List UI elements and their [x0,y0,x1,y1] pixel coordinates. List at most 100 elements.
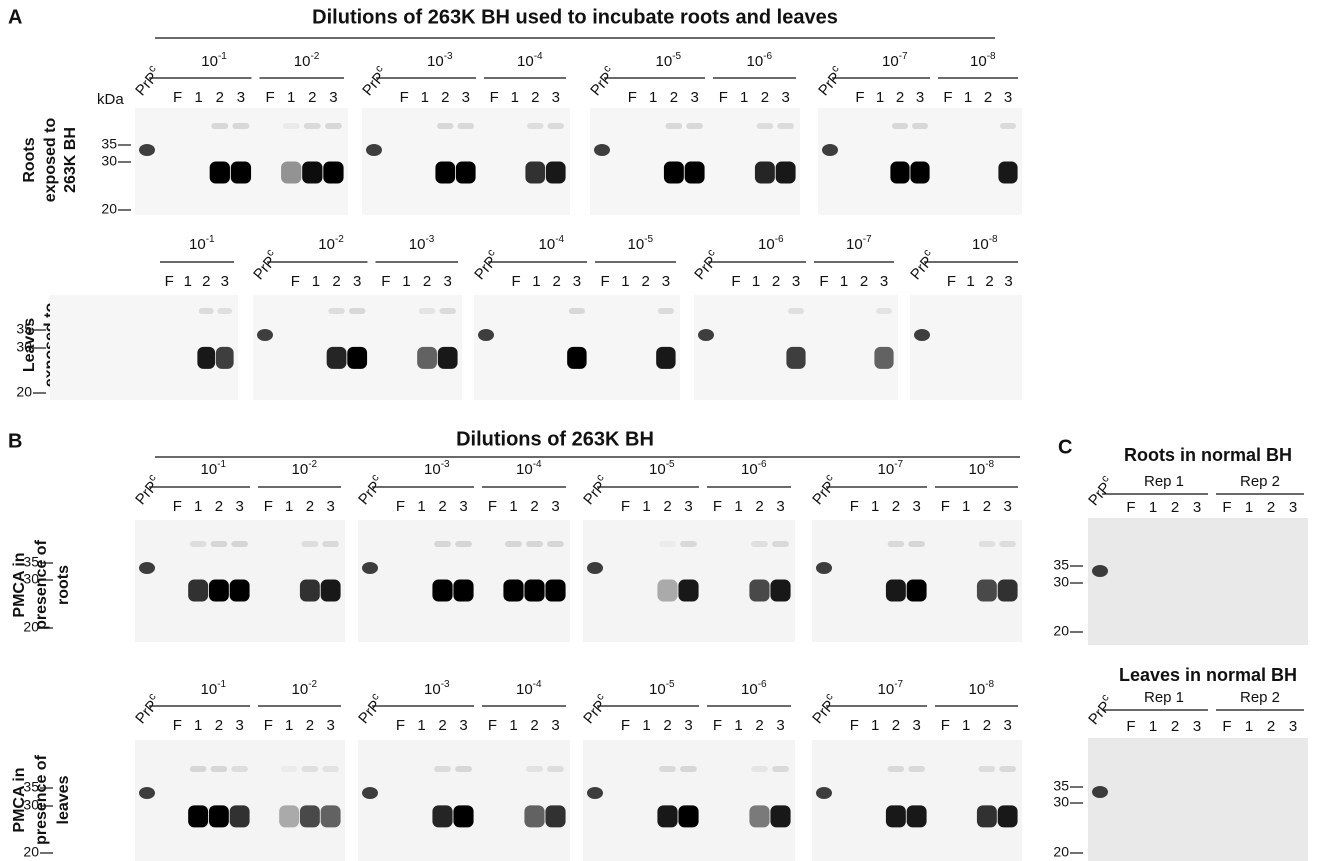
lane-label: 1 [1245,718,1253,735]
lane-label: 2 [530,717,538,734]
faint-band [198,308,214,314]
prpc-band [594,144,610,156]
band [678,579,699,602]
faint-band [455,541,472,547]
row-label: presence of [33,754,50,844]
faint-band [301,541,319,547]
band [197,346,216,369]
label-base: PrP [1085,698,1114,728]
lane-label: F [943,89,952,106]
lane-label: 3 [1004,273,1012,290]
marker-label: 35 [23,779,39,795]
lane-label: 1 [964,89,972,106]
faint-band [217,308,233,314]
label-base: 10 [649,461,666,478]
lane-label: 3 [1193,499,1201,516]
lane-label: 2 [552,273,560,290]
band [320,579,341,602]
lane-label: F [628,89,637,106]
faint-band [756,123,774,129]
lane-label: 1 [871,717,879,734]
lane-label: 3 [221,273,229,290]
lane-label: 3 [776,717,784,734]
row-label: Leaves [21,318,38,372]
label-base: 10 [970,53,987,70]
row-label: PMCA in [11,767,28,832]
lane-label: 1 [417,717,425,734]
faint-band [526,541,543,547]
faint-band [912,123,928,129]
prpc-label: PrPc [130,690,165,727]
marker-label: 20 [101,201,117,217]
label-base: 10 [758,236,775,253]
lane-header: 10-3 [424,679,450,698]
faint-band [680,541,697,547]
band [976,805,997,828]
band [432,805,453,828]
lane-header: 10-4 [517,51,543,70]
label-base: 10 [878,461,895,478]
marker-label: 20 [1053,623,1069,639]
band [749,579,770,602]
marker-label: 30 [1053,574,1069,590]
label-sup: -2 [310,51,319,62]
lane-header: 10-5 [649,459,675,478]
band [754,161,775,184]
lane-header: 10-2 [294,51,320,70]
faint-band [772,766,789,772]
lane-header: 10-8 [969,679,995,698]
marker-label: 20 [1053,844,1069,860]
blot [362,108,570,215]
band [279,805,300,828]
row-label: presence of [33,539,50,629]
band [770,805,791,828]
faint-band [788,308,804,314]
lane-label: 3 [1193,718,1201,735]
lane-label: 2 [530,498,538,515]
band [208,805,229,828]
lane-label: 1 [962,717,970,734]
band [230,161,252,184]
band [323,161,344,184]
label-sup: -2 [335,234,344,245]
lane-label: F [819,273,828,290]
band [684,161,705,184]
lane-header: 10-8 [969,459,995,478]
faint-band [657,308,674,314]
band [976,579,997,602]
lane-label: 3 [459,717,467,734]
lane-header: 10-4 [539,234,565,253]
blot [812,740,1022,861]
lane-label: 3 [690,89,698,106]
lane-label: 1 [621,273,629,290]
prpc-band [362,787,378,799]
lane-label: F [264,717,273,734]
marker-label: 20 [16,384,32,400]
prpc-band [478,329,494,341]
faint-band [322,766,339,772]
lane-label: 3 [684,498,692,515]
band [326,346,347,369]
prpc-label: PrPc [689,246,724,283]
faint-band [439,308,456,314]
lane-label: 1 [966,273,974,290]
lane-label: F [601,273,610,290]
band [545,579,566,602]
band [299,805,320,828]
lane-label: 3 [573,273,581,290]
label-base: PrP [907,253,936,283]
label-base: PrP [132,697,161,727]
band [432,579,453,602]
lane-label: 2 [984,89,992,106]
lane-header: 10-5 [649,679,675,698]
lane-label: 3 [326,717,334,734]
faint-band [434,766,451,772]
lane-label: 2 [215,717,223,734]
lane-label: 1 [649,89,657,106]
prpc-label: PrPc [807,471,842,508]
lane-header: 10-1 [201,679,227,698]
lane-label: 2 [670,89,678,106]
lane-label: F [941,498,950,515]
band [208,579,229,602]
